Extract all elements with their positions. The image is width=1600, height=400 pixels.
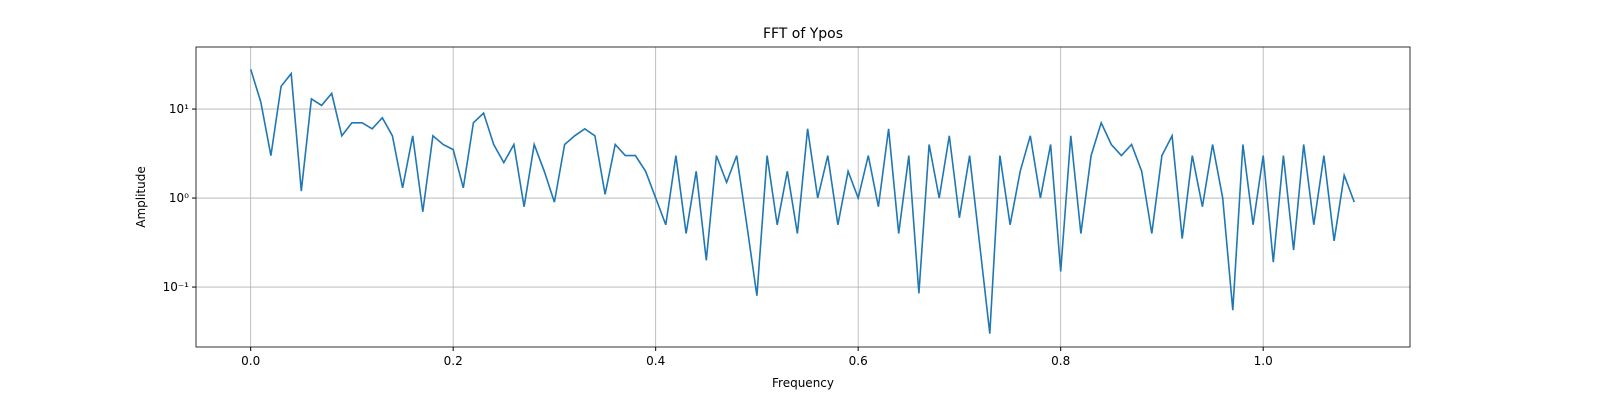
x-axis-label: Frequency bbox=[772, 376, 834, 390]
plot-frame bbox=[195, 46, 1411, 348]
y-tick-label: 10⁻¹ bbox=[163, 280, 190, 294]
x-tick-label: 0.2 bbox=[444, 354, 463, 368]
chart-title: FFT of Ypos bbox=[763, 26, 843, 42]
x-tick-label: 0.4 bbox=[646, 354, 665, 368]
x-tick-label: 0.8 bbox=[1051, 354, 1070, 368]
y-axis-label: Amplitude bbox=[134, 166, 148, 228]
x-tick-label: 0.0 bbox=[241, 354, 260, 368]
x-tick-label: 1.0 bbox=[1254, 354, 1273, 368]
y-tick-label: 10¹ bbox=[169, 102, 189, 116]
x-tick-label: 0.6 bbox=[849, 354, 868, 368]
y-tick-label: 10⁰ bbox=[169, 191, 189, 205]
data-line bbox=[249, 69, 1356, 334]
